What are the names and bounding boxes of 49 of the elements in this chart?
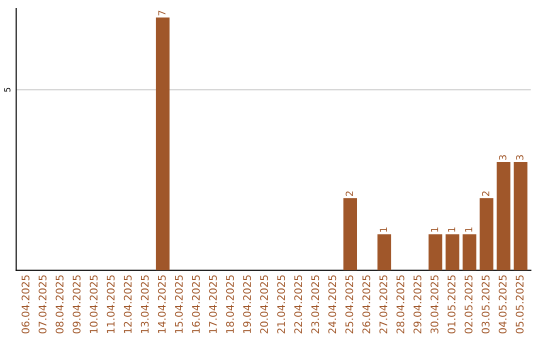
bar (156, 18, 170, 270)
x-tick-label: 13.04.2025 (140, 275, 149, 333)
x-tick-label: 06.04.2025 (22, 275, 30, 334)
bar (496, 162, 510, 270)
x-tick-label: 26.04.2025 (362, 275, 370, 334)
bar (377, 234, 392, 270)
x-tick-label: 28.04.2025 (396, 275, 404, 334)
x-tick-label: 08.04.2025 (56, 275, 64, 334)
x-tick-label: 25.04.2025 (345, 275, 354, 334)
x-tick-label: 07.04.2025 (38, 275, 46, 334)
bar (462, 234, 476, 270)
x-tick-label: 10.04.2025 (90, 275, 98, 333)
bar (446, 234, 460, 270)
x-tick-label: 05.05.2025 (516, 275, 524, 334)
data-label: 2 (482, 191, 490, 196)
x-tick-label: 19.04.2025 (243, 275, 251, 333)
x-tick-label: 24.04.2025 (328, 275, 336, 334)
x-tick-label: 09.04.2025 (72, 275, 81, 334)
x-tick-label: 03.05.2025 (482, 275, 490, 334)
x-tick-label: 18.04.2025 (226, 275, 234, 333)
data-label: 1 (465, 228, 472, 232)
bar (428, 234, 442, 270)
y-tick-label: 5 (4, 88, 10, 92)
bar (514, 162, 528, 270)
x-tick-label: 22.04.2025 (294, 275, 302, 334)
x-tick-label: 30.04.2025 (430, 275, 438, 334)
bar (480, 198, 494, 270)
x-tick-label: 14.04.2025 (158, 275, 166, 333)
x-tick-label: 11.04.2025 (106, 275, 115, 333)
data-label: 1 (448, 228, 456, 232)
bar (343, 198, 358, 270)
x-tick-label: 02.05.2025 (464, 275, 472, 334)
x-tick-label: 27.04.2025 (379, 275, 388, 334)
x-tick-label: 04.05.2025 (498, 275, 507, 334)
x-tick-label: 12.04.2025 (124, 275, 132, 333)
data-label: 2 (346, 191, 353, 196)
data-label: 3 (516, 155, 524, 160)
x-tick-label: 21.04.2025 (277, 275, 286, 334)
data-label: 1 (430, 228, 438, 232)
x-tick-label: 23.04.2025 (311, 275, 320, 334)
x-tick-label: 16.04.2025 (192, 275, 200, 333)
x-tick-label: 15.04.2025 (174, 275, 183, 333)
x-tick-label: 29.04.2025 (413, 275, 422, 334)
x-tick-label: 20.04.2025 (260, 275, 268, 334)
data-label: 7 (158, 10, 166, 16)
data-label: 3 (499, 155, 506, 160)
data-label: 1 (380, 228, 387, 232)
x-tick-label: 01.05.2025 (448, 275, 456, 334)
x-tick-label: 17.04.2025 (209, 275, 217, 333)
